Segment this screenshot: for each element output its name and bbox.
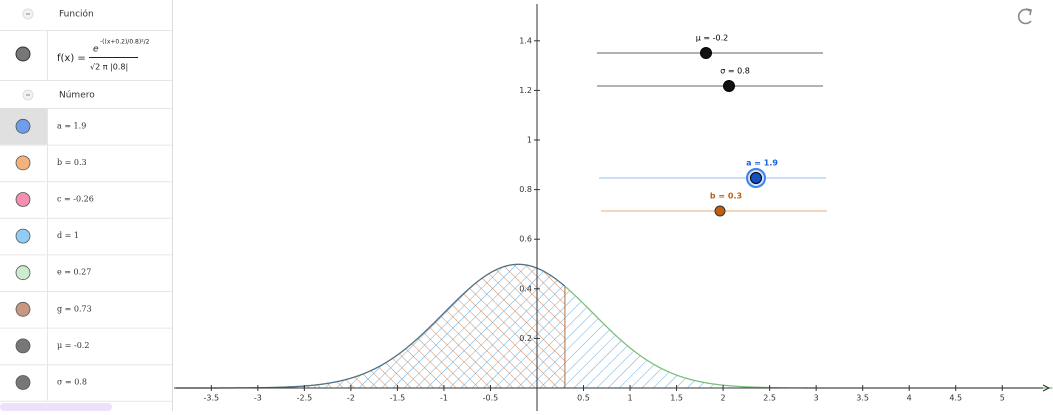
- x-tick-label: 0.5: [577, 394, 590, 403]
- x-tick-label: 1.5: [670, 394, 683, 403]
- y-tick-label: 0.2: [519, 334, 532, 343]
- input-bar[interactable]: [0, 403, 112, 411]
- function-denominator: √2 π |0.8|: [90, 63, 128, 72]
- y-tick-label: 1: [527, 136, 532, 145]
- number-item[interactable]: μ = -0.2: [57, 341, 89, 350]
- x-tick-label: 4: [907, 394, 912, 403]
- visibility-toggle[interactable]: [15, 46, 31, 62]
- y-tick-label: 0.6: [519, 235, 532, 244]
- slider-point[interactable]: [750, 172, 762, 184]
- x-tick-label: 2.5: [763, 394, 776, 403]
- slider-label: σ = 0.8: [720, 67, 750, 76]
- visibility-toggle[interactable]: [15, 375, 31, 390]
- slider-label: b = 0.3: [710, 192, 742, 201]
- slider-label: a = 1.9: [746, 159, 778, 168]
- slider-point[interactable]: [700, 47, 712, 59]
- x-tick-label: -1.5: [390, 394, 406, 403]
- y-tick-label: 1.2: [519, 86, 532, 95]
- slider-label: μ = -0.2: [696, 34, 729, 43]
- x-tick-label: -2: [347, 394, 355, 403]
- number-item[interactable]: g = 0.73: [57, 304, 92, 313]
- x-tick-label: 3.5: [856, 394, 869, 403]
- section-title: Número: [59, 91, 95, 101]
- y-tick-label: 0.8: [519, 185, 532, 194]
- number-item[interactable]: e = 0.27: [57, 268, 91, 277]
- reset-icon[interactable]: [1017, 8, 1032, 25]
- x-tick-label: 3: [814, 394, 819, 403]
- x-arrow: [1042, 384, 1051, 392]
- function-exponent: -((x+0.2)/0.8)²/2: [100, 39, 150, 46]
- y-tick-label: 0.4: [519, 284, 532, 293]
- section-title: Función: [59, 9, 94, 20]
- x-tick-label: -2.5: [297, 394, 313, 403]
- graphics-view: [174, 263, 1053, 389]
- x-tick-label: -3.5: [204, 394, 220, 403]
- x-tick-label: 2: [721, 394, 726, 403]
- x-tick-label: -3: [254, 394, 262, 403]
- visibility-toggle[interactable]: [15, 228, 31, 244]
- y-tick-label: 1.4: [519, 36, 532, 45]
- number-item[interactable]: b = 0.3: [57, 158, 87, 167]
- x-tick-label: -1: [440, 394, 448, 403]
- number-item[interactable]: c = -0.26: [57, 195, 94, 204]
- visibility-toggle[interactable]: [15, 155, 31, 171]
- area-b: [174, 264, 565, 388]
- slider-point[interactable]: [723, 80, 735, 92]
- x-tick-label: 4.5: [949, 394, 962, 403]
- number-item[interactable]: a = 1.9: [57, 121, 86, 130]
- number-item[interactable]: σ = 0.8: [57, 378, 87, 387]
- x-tick-label: 1: [628, 394, 633, 403]
- visibility-toggle[interactable]: [15, 192, 31, 207]
- x-tick-label: 5: [1000, 394, 1005, 403]
- x-tick-label: -0.5: [483, 394, 499, 403]
- number-item[interactable]: d = 1: [57, 231, 79, 240]
- visibility-toggle[interactable]: [15, 301, 31, 317]
- visibility-toggle[interactable]: [15, 265, 31, 281]
- function-lhs: f(x) =: [57, 53, 86, 64]
- function-numerator: e: [93, 45, 99, 55]
- visibility-toggle[interactable]: [15, 118, 31, 134]
- slider-point[interactable]: [714, 205, 726, 217]
- visibility-toggle[interactable]: [15, 338, 31, 354]
